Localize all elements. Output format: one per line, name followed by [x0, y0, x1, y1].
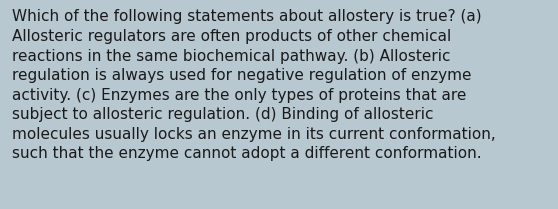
Text: Which of the following statements about allostery is true? (a)
Allosteric regula: Which of the following statements about …	[12, 9, 496, 161]
